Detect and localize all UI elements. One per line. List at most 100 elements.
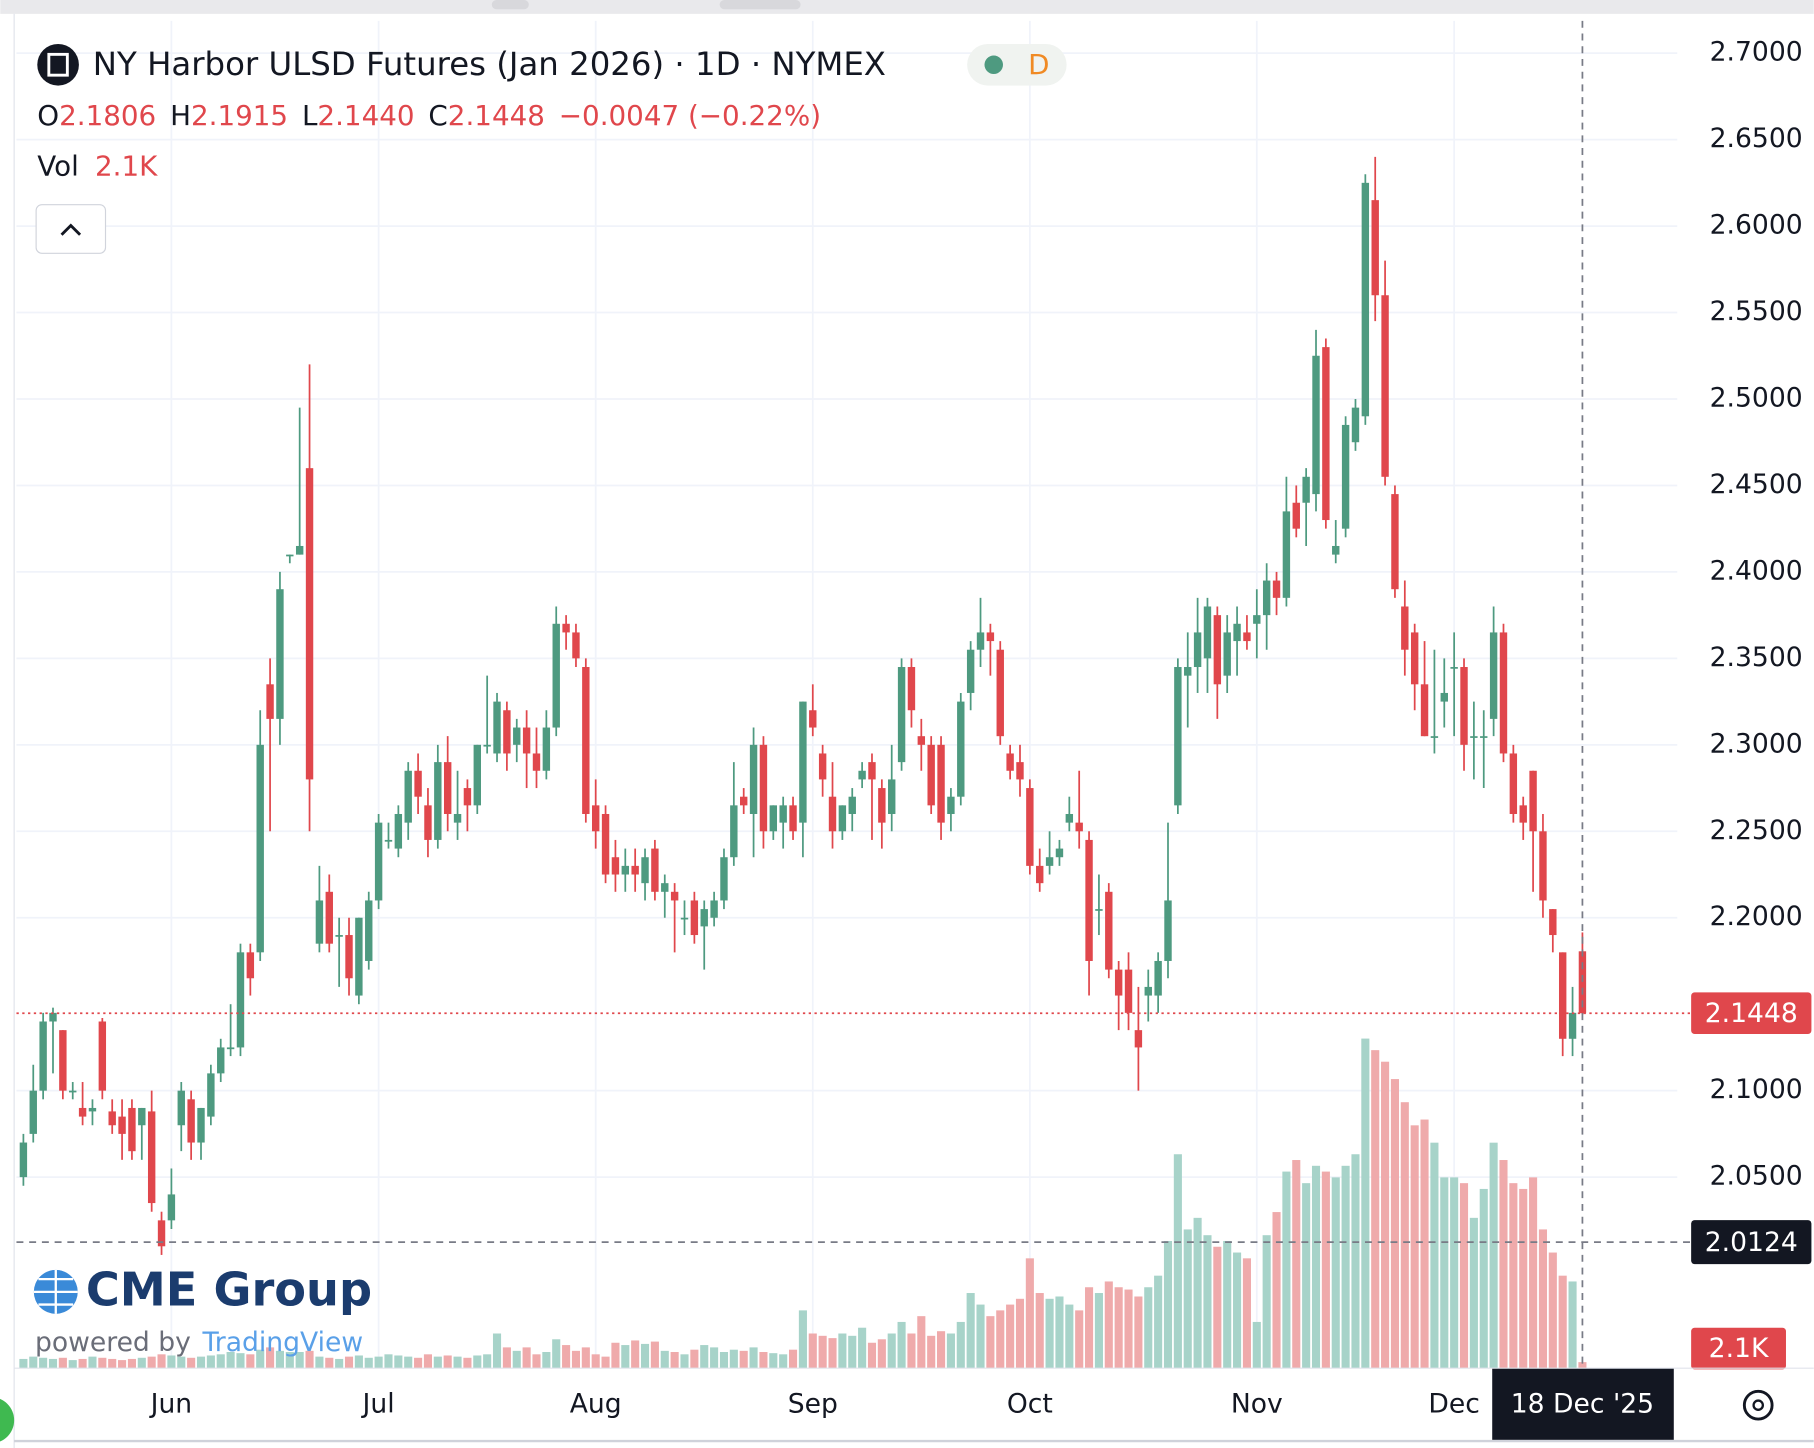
volume-bar	[1203, 1235, 1212, 1369]
x-tick-label: Aug	[570, 1389, 622, 1420]
volume-bar	[739, 1350, 748, 1369]
candle-body	[88, 1107, 97, 1112]
candle-body	[907, 667, 916, 711]
candle-body	[542, 727, 551, 771]
x-tick-label: Dec	[1428, 1389, 1479, 1420]
candle-body	[118, 1116, 126, 1134]
crosshair-date-label: 18 Dec '25	[1511, 1389, 1654, 1420]
volume-bar	[236, 1353, 245, 1369]
candle-body	[582, 667, 590, 814]
volume-bar	[956, 1321, 965, 1369]
watermark-powered: powered by TradingView	[35, 1326, 363, 1357]
volume-bar	[670, 1352, 679, 1369]
chart-title: NY Harbor ULSD Futures (Jan 2026) · 1D ·…	[93, 45, 886, 83]
candle-body	[1480, 736, 1488, 738]
y-tick-label: 2.4000	[1710, 555, 1803, 586]
candle-body	[572, 632, 580, 659]
candle-body	[207, 1073, 215, 1117]
candle-body	[710, 900, 718, 918]
candle-body	[1036, 865, 1044, 884]
volume-bar	[640, 1343, 650, 1369]
collapse-button[interactable]	[35, 204, 107, 254]
x-tick-label: Sep	[788, 1389, 838, 1420]
volume-bar	[157, 1354, 166, 1369]
volume-bar	[137, 1357, 146, 1369]
candle-body	[246, 952, 255, 979]
candle-body	[1401, 606, 1409, 650]
volume-bar	[305, 1350, 314, 1369]
x-tick-label: Jun	[149, 1389, 193, 1420]
candle-body	[1302, 476, 1310, 503]
volume-label-box	[1691, 1327, 1786, 1370]
candle-body	[1322, 347, 1330, 521]
candle-body	[868, 762, 876, 780]
candle-body	[335, 935, 343, 937]
candle-body	[1164, 900, 1172, 961]
y-tick-label: 2.6000	[1710, 210, 1803, 241]
ohlc-key: H	[170, 99, 191, 132]
candle-body	[98, 1021, 107, 1091]
volume-bar	[719, 1352, 729, 1369]
ohlc-value: 2.1806	[59, 99, 156, 132]
volume-bar	[1519, 1188, 1528, 1369]
volume-bar	[710, 1347, 719, 1369]
volume-bar	[315, 1356, 324, 1369]
tab	[491, 0, 529, 10]
candle-body	[424, 805, 432, 840]
volume-bar	[404, 1356, 413, 1369]
candle-body	[522, 727, 531, 754]
volume-bar	[295, 1352, 304, 1369]
candle-body	[897, 667, 906, 763]
candle-body	[809, 710, 817, 728]
candle-body	[749, 744, 758, 814]
candle-body	[986, 632, 995, 642]
candle-body	[1006, 753, 1014, 771]
volume-bar	[473, 1355, 482, 1369]
volume-bar	[335, 1358, 344, 1369]
candle-body	[1124, 969, 1133, 1013]
volume-bar	[1134, 1296, 1143, 1369]
volume-bar	[1075, 1310, 1084, 1369]
candle-body	[789, 805, 797, 832]
volume-bar	[492, 1333, 502, 1369]
candle-body	[1341, 424, 1350, 529]
volume-bar	[1390, 1079, 1399, 1369]
volume-bar	[1351, 1154, 1360, 1369]
volume-bar	[532, 1354, 541, 1369]
volume-bar	[571, 1350, 581, 1369]
candle-body	[345, 935, 353, 979]
crosshair-price-label: 2.0124	[1705, 1227, 1798, 1258]
candle-body	[1184, 667, 1192, 676]
candle-body	[394, 813, 403, 849]
volume-bar	[1085, 1287, 1094, 1369]
volume-bar	[1509, 1183, 1518, 1369]
settings-icon[interactable]	[1742, 1389, 1774, 1421]
candle-body	[147, 1111, 156, 1204]
candle-body	[947, 796, 955, 814]
candle-body	[651, 848, 659, 892]
y-tick-label: 2.4500	[1710, 469, 1803, 500]
candle-body	[453, 813, 462, 823]
volume-bar	[611, 1342, 620, 1369]
ohlc-legend: O2.1806 H2.1915 L2.1440 C2.1448 −0.0047 (−0.…	[37, 99, 821, 132]
volume-bar	[1440, 1177, 1449, 1369]
candle-body	[1489, 632, 1498, 719]
candle-body	[365, 900, 373, 961]
volume-bar	[1006, 1304, 1015, 1369]
candle-body	[295, 545, 304, 555]
corner-widget[interactable]	[0, 1397, 15, 1443]
volume-bar	[68, 1360, 77, 1369]
candle-body	[138, 1107, 146, 1126]
y-tick-label: 2.7000	[1710, 37, 1803, 68]
candle-body	[670, 891, 679, 901]
candle-body	[69, 1090, 77, 1093]
candle-body	[157, 1220, 166, 1247]
candle-body	[1026, 788, 1034, 866]
candle-body	[1430, 736, 1439, 738]
y-tick-label: 2.6500	[1710, 123, 1803, 154]
volume-bar	[680, 1354, 689, 1369]
volume-bar	[226, 1352, 235, 1369]
volume-bar	[285, 1352, 294, 1369]
ohlc-value: 2.1448	[448, 99, 545, 132]
